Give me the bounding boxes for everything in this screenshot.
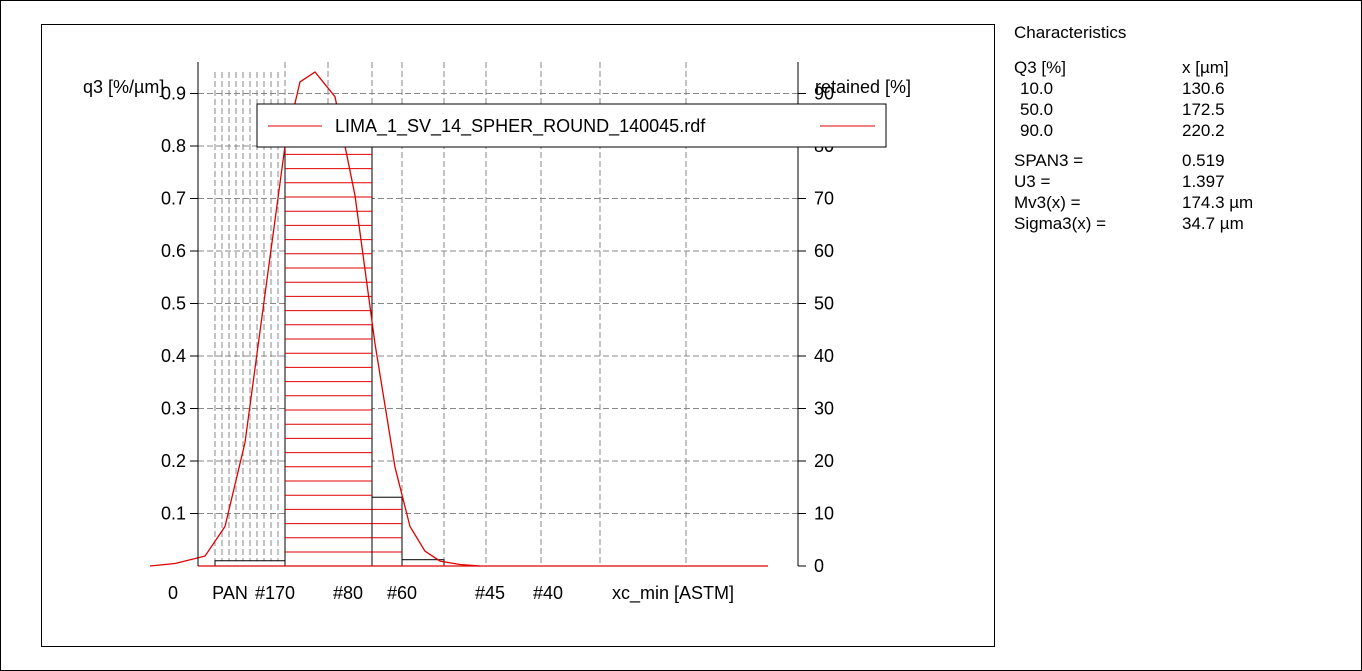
histogram-bar xyxy=(371,496,403,567)
y-left-tick-label: 0.1 xyxy=(161,504,186,524)
x-value: 220.2 xyxy=(1182,121,1225,140)
q-value: 10.0 xyxy=(1020,79,1054,98)
y-right-tick-label: 60 xyxy=(814,241,834,261)
x-tick-label: #80 xyxy=(333,583,363,603)
y-axis-left-label: q3 [%/µm] xyxy=(83,77,164,97)
chart-frame xyxy=(41,24,995,647)
y-left-tick-label: 0.2 xyxy=(161,451,186,471)
stat-value: 174.3 µm xyxy=(1182,193,1254,212)
x-axis-label: xc_min [ASTM] xyxy=(612,583,734,604)
bars xyxy=(214,123,445,567)
legend-entry: LIMA_1_SV_14_SPHER_ROUND_140045.rdf xyxy=(335,116,706,137)
legend: LIMA_1_SV_14_SPHER_ROUND_140045.rdf xyxy=(256,103,887,148)
y-right-tick-label: 70 xyxy=(814,189,834,209)
x-tick-label: #60 xyxy=(387,583,417,603)
y-axis-right-label: retained [%] xyxy=(815,77,911,97)
density-curve-line xyxy=(149,71,481,567)
y-left-tick-label: 0.7 xyxy=(161,189,186,209)
x-tick-label: PAN xyxy=(212,583,248,603)
stat-value: 34.7 µm xyxy=(1182,214,1244,233)
y-left-tick-label: 0.4 xyxy=(161,346,186,366)
stat-label: Mv3(x) = xyxy=(1014,193,1081,212)
stat-row: Mv3(x) = 174.3 µm xyxy=(1014,192,1344,213)
y-right-tick-label: 0 xyxy=(814,556,824,576)
x-tick-label: #45 xyxy=(475,583,505,603)
labels: 0.1 0.2 0.3 0.4 0.5 0.6 0.7 0.8 0.9 0 10 20 30 40 50 60… xyxy=(83,77,911,604)
y-left-tick-label: 0.5 xyxy=(161,294,186,314)
y-right-tick-label: 10 xyxy=(814,504,834,524)
x-tick-label: #40 xyxy=(533,583,563,603)
stat-row: U3 = 1.397 xyxy=(1014,171,1344,192)
q-value: 50.0 xyxy=(1020,100,1054,119)
q-value: 90.0 xyxy=(1020,121,1054,140)
histogram-bar xyxy=(214,560,286,567)
x-value: 172.5 xyxy=(1182,100,1225,119)
density-curve xyxy=(149,71,768,567)
stat-label: Sigma3(x) = xyxy=(1014,214,1107,233)
x-tick-label: #170 xyxy=(255,583,295,603)
q-row: 10.0 130.6 xyxy=(1014,78,1344,99)
y-left-tick-label: 0.9 xyxy=(161,84,186,104)
y-left-tick-label: 0.6 xyxy=(161,241,186,261)
characteristics-header: Q3 [%] x [µm] xyxy=(1014,57,1344,78)
stat-label: SPAN3 = xyxy=(1014,151,1084,170)
x-value: 130.6 xyxy=(1182,79,1225,98)
stat-label: U3 = xyxy=(1014,172,1051,191)
y-left-tick-label: 0.8 xyxy=(161,136,186,156)
y-left-tick-label: 0.3 xyxy=(161,399,186,419)
col-x-header: x [µm] xyxy=(1182,58,1229,77)
y-right-tick-label: 90 xyxy=(814,84,834,104)
stat-row: Sigma3(x) = 34.7 µm xyxy=(1014,213,1344,234)
stat-value: 0.519 xyxy=(1182,151,1225,170)
q-row: 50.0 172.5 xyxy=(1014,99,1344,120)
legend-box xyxy=(256,103,887,148)
characteristics-title: Characteristics xyxy=(1014,23,1127,42)
q-row: 90.0 220.2 xyxy=(1014,120,1344,141)
x-tick-label: 0 xyxy=(168,583,178,603)
col-q-header: Q3 [%] xyxy=(1014,58,1066,77)
y-right-tick-label: 20 xyxy=(814,451,834,471)
histogram-bar xyxy=(284,123,373,567)
stat-value: 1.397 xyxy=(1182,172,1225,191)
characteristics-panel: Characteristics Q3 [%] x [µm] 10.0 130.6… xyxy=(1014,22,1344,234)
y-right-tick-label: 30 xyxy=(814,399,834,419)
stat-row: SPAN3 = 0.519 xyxy=(1014,150,1344,171)
y-right-tick-label: 50 xyxy=(814,294,834,314)
histogram-bar xyxy=(401,559,445,567)
y-right-tick-label: 40 xyxy=(814,346,834,366)
